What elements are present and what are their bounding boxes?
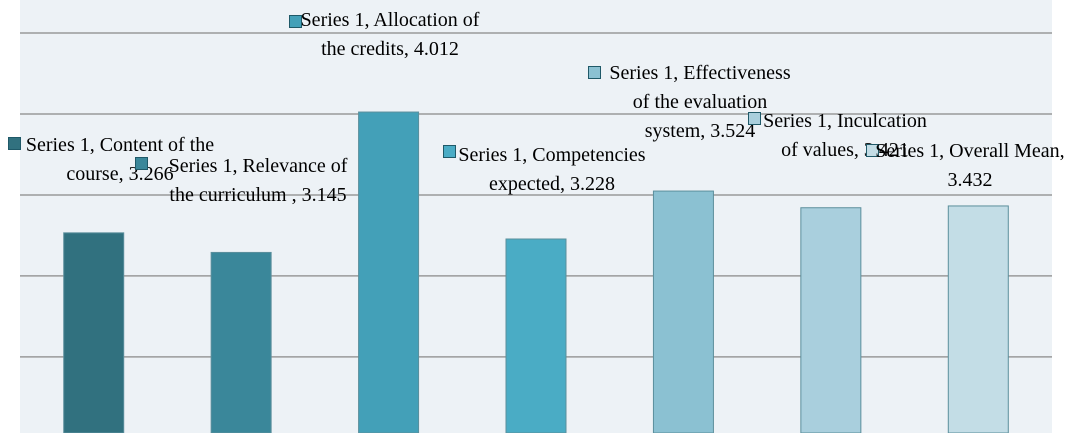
bar <box>210 251 272 433</box>
data-label: Series 1, Content of the course, 3.266 <box>25 134 215 185</box>
bar <box>947 205 1009 433</box>
label-key <box>748 112 761 125</box>
data-label: Series 1, Allocation of the credits, 4.0… <box>300 9 480 60</box>
bar <box>652 190 714 433</box>
bar <box>358 111 420 433</box>
data-label: Series 1, Relevance of the curriculum , … <box>168 155 348 206</box>
label-key <box>135 157 148 170</box>
data-label: Series 1, Effectiveness of the evaluatio… <box>609 62 791 142</box>
bar <box>800 207 862 433</box>
data-label: Series 1, Overall Mean, 3.432 <box>875 140 1065 191</box>
label-key <box>8 137 21 150</box>
bar <box>63 232 125 433</box>
bar <box>505 238 567 433</box>
label-key <box>289 15 302 28</box>
label-key <box>443 145 456 158</box>
label-key <box>588 66 601 79</box>
data-label: Series 1, Competencies expected, 3.228 <box>458 144 646 195</box>
label-key <box>866 144 879 157</box>
